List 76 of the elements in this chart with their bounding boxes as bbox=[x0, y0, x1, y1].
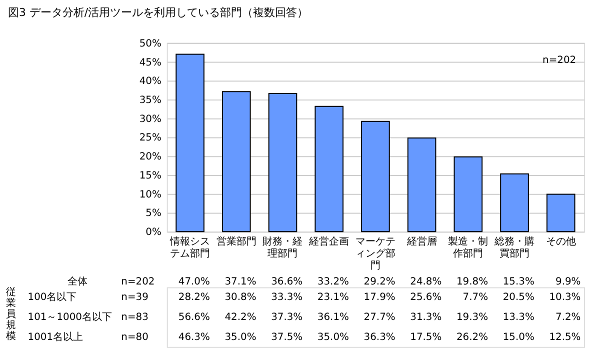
text: 27.7% bbox=[364, 312, 396, 324]
text: 17.9% bbox=[364, 292, 396, 304]
y-tick-label: 10% bbox=[139, 189, 162, 200]
text: 30.8% bbox=[224, 292, 256, 304]
text: 10.3% bbox=[549, 292, 581, 304]
y-tick-label: 30% bbox=[139, 114, 162, 125]
x-tick-label: 営業部門 bbox=[216, 236, 256, 248]
x-tick-label: 総務・購買部門 bbox=[494, 236, 535, 260]
bar bbox=[361, 120, 390, 232]
text: n=39 bbox=[121, 292, 148, 304]
text: 15.0% bbox=[502, 332, 534, 343]
bar bbox=[268, 92, 298, 232]
bar bbox=[500, 173, 529, 232]
text: 17.5% bbox=[410, 332, 442, 343]
text: 101～1000名以下 bbox=[28, 311, 112, 324]
x-tick-label: その他 bbox=[546, 236, 576, 248]
y-tick-label: 35% bbox=[139, 95, 162, 106]
bar bbox=[454, 156, 483, 232]
text: 31.3% bbox=[410, 312, 442, 324]
y-tick-label: 25% bbox=[139, 132, 162, 144]
text: 13.3% bbox=[502, 312, 534, 324]
text: 56.6% bbox=[178, 312, 210, 324]
text: 37.3% bbox=[271, 312, 303, 324]
text: 35.0% bbox=[224, 332, 256, 343]
bar bbox=[176, 54, 204, 232]
text: 25.6% bbox=[410, 292, 442, 304]
data-label: 9.9% bbox=[556, 276, 581, 288]
text: n=80 bbox=[121, 332, 148, 343]
text: 20.5% bbox=[502, 292, 534, 304]
text: 35.0% bbox=[317, 332, 349, 343]
data-label: 29.2% bbox=[364, 276, 396, 288]
data-label: 15.3% bbox=[502, 276, 534, 288]
text: 1001名以上 bbox=[28, 330, 84, 343]
text: 全体 bbox=[67, 275, 88, 288]
bar bbox=[314, 106, 344, 232]
text: 100名以下 bbox=[28, 291, 77, 304]
data-label: 36.6% bbox=[271, 276, 303, 288]
x-tick-label: 経営企画 bbox=[308, 236, 350, 248]
text: 12.5% bbox=[549, 332, 581, 343]
y-tick-label: 45% bbox=[139, 57, 162, 68]
data-label: 37.1% bbox=[224, 276, 256, 288]
y-tick-label: 20% bbox=[139, 152, 162, 163]
text: 36.3% bbox=[364, 332, 396, 343]
text: 33.3% bbox=[271, 292, 303, 304]
text: 37.5% bbox=[271, 332, 303, 343]
y-tick-label: 15% bbox=[139, 170, 162, 182]
chart-title: 図3 データ分析/活用ツールを利用している部門（複数回答） bbox=[8, 6, 308, 20]
text: 26.2% bbox=[456, 332, 488, 343]
text: 46.3% bbox=[178, 332, 210, 343]
x-tick-label: 製造・制作部門 bbox=[448, 236, 488, 260]
text: 23.1% bbox=[317, 292, 349, 304]
text: 従業員規模 bbox=[6, 286, 16, 342]
text: n=202 bbox=[121, 276, 155, 288]
x-tick-label: 財務・経理部門 bbox=[262, 236, 303, 260]
x-tick-label: 経営層 bbox=[406, 236, 437, 248]
text: 7.7% bbox=[462, 292, 488, 304]
data-label: 19.8% bbox=[456, 276, 488, 288]
data-label: 24.8% bbox=[410, 276, 442, 288]
y-tick-label: 5% bbox=[146, 208, 162, 220]
annotation: n=202 bbox=[542, 54, 576, 66]
text: 36.1% bbox=[317, 312, 349, 324]
bar bbox=[546, 194, 576, 232]
text: 28.2% bbox=[178, 292, 210, 304]
data-label: 33.2% bbox=[317, 276, 349, 288]
text: 7.2% bbox=[556, 312, 581, 324]
y-tick-label: 40% bbox=[139, 76, 162, 88]
text: 42.2% bbox=[224, 312, 256, 324]
data-label: 47.0% bbox=[178, 276, 210, 288]
y-tick-label: 50% bbox=[139, 38, 162, 50]
x-tick-label: マーケティング部門 bbox=[355, 236, 396, 272]
x-tick-label: 情報システム部門 bbox=[169, 236, 210, 260]
bar bbox=[407, 138, 436, 232]
y-tick-label: 0% bbox=[146, 227, 162, 238]
text: 19.3% bbox=[456, 312, 488, 324]
bar bbox=[222, 91, 251, 232]
text: n=83 bbox=[121, 312, 148, 324]
